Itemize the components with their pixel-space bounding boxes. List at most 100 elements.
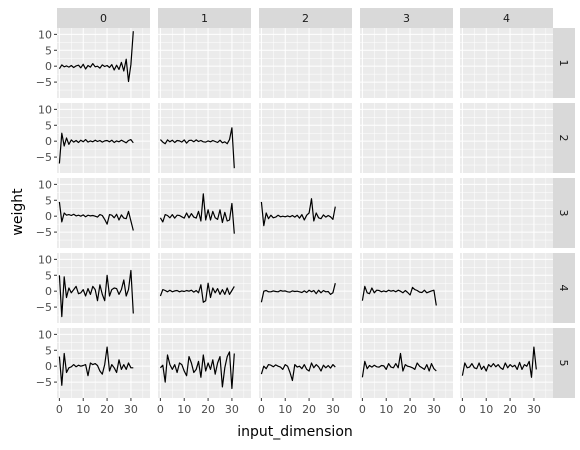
x-tick-label: 30	[326, 403, 340, 416]
col-strip-4	[460, 8, 553, 28]
panel-background	[158, 103, 251, 173]
panel-r3-c4	[460, 178, 553, 248]
y-tick-label: 10	[38, 28, 52, 41]
col-strip-0	[57, 8, 150, 28]
row-strip-3	[553, 178, 575, 248]
panel-background	[259, 328, 352, 398]
row-strip-4	[553, 253, 575, 323]
x-tick-label: 10	[479, 403, 493, 416]
panel-r2-c0	[57, 103, 150, 173]
panel-r5-c0	[57, 328, 150, 398]
col-strip-label: 2	[302, 12, 309, 25]
panel-r1-c0	[57, 28, 150, 98]
y-tick-label: −5	[36, 226, 52, 239]
panel-r4-c3	[360, 253, 453, 323]
panel-background	[57, 253, 150, 323]
y-tick-label: 0	[45, 360, 52, 373]
y-tick-label: 5	[45, 344, 52, 357]
x-axis-title: input_dimension	[237, 424, 353, 440]
panel-background	[360, 28, 453, 98]
x-tick-label: 0	[56, 403, 63, 416]
x-tick-label: 30	[225, 403, 239, 416]
x-tick-label: 0	[359, 403, 366, 416]
panel-background	[360, 328, 453, 398]
series-line-r5-c1	[159, 351, 235, 390]
col-strip-2	[259, 8, 352, 28]
series-line-r4-c1	[159, 282, 235, 303]
panel-background	[57, 328, 150, 398]
panel-background	[460, 253, 553, 323]
row-strip-label: 5	[557, 360, 570, 367]
y-axis-title: weight	[10, 188, 26, 236]
x-tick-label: 20	[503, 403, 517, 416]
row-strip-label: 1	[557, 60, 570, 67]
y-tick-label: 5	[45, 119, 52, 132]
panel-r5-c4	[460, 328, 553, 398]
panel-r2-c3	[360, 103, 453, 173]
col-strip-1	[158, 8, 251, 28]
panel-background	[460, 328, 553, 398]
panel-r2-c2	[259, 103, 352, 173]
x-tick-label: 0	[258, 403, 265, 416]
panel-background	[259, 253, 352, 323]
panel-r5-c3	[360, 328, 453, 398]
series-line-r3-c0	[58, 201, 134, 231]
y-tick-label: 5	[45, 44, 52, 57]
series-line-r5-c3	[361, 352, 437, 378]
y-tick-label: 0	[45, 60, 52, 73]
x-tick-label: 20	[201, 403, 215, 416]
y-tick-label: 10	[38, 253, 52, 266]
panel-background	[460, 103, 553, 173]
panel-background	[259, 103, 352, 173]
x-tick-label: 20	[302, 403, 316, 416]
panel-r3-c0	[57, 178, 150, 248]
panels-layer: 0 1 2 3 4 1 2 3 4 5	[57, 8, 575, 398]
series-line-r5-c2	[260, 362, 336, 382]
series-line-r1-c0	[58, 31, 134, 83]
panel-background	[57, 103, 150, 173]
x-tick-label: 0	[157, 403, 164, 416]
series-line-r4-c3	[361, 285, 437, 306]
x-axis-ticks: 0 10 20 30 0 10 20 30 0 10 20 30 0 10 20 30 0 10 20 30	[56, 398, 541, 416]
col-strip-3	[360, 8, 453, 28]
row-strip-2	[553, 103, 575, 173]
y-tick-label: −5	[36, 76, 52, 89]
panel-r2-c1	[158, 103, 251, 173]
col-strip-label: 1	[201, 12, 208, 25]
y-tick-label: 10	[38, 103, 52, 116]
series-line-r2-c0	[58, 132, 134, 164]
panel-background	[259, 178, 352, 248]
y-tick-label: 5	[45, 269, 52, 282]
panel-background	[360, 253, 453, 323]
panel-r5-c2	[259, 328, 352, 398]
panel-background	[57, 178, 150, 248]
panel-r1-c4	[460, 28, 553, 98]
x-tick-label: 10	[177, 403, 191, 416]
panel-r3-c2	[259, 178, 352, 248]
panel-background	[259, 28, 352, 98]
panel-r4-c2	[259, 253, 352, 323]
x-tick-label: 30	[124, 403, 138, 416]
panel-r1-c3	[360, 28, 453, 98]
panel-r1-c1	[158, 28, 251, 98]
x-tick-label: 0	[459, 403, 466, 416]
x-tick-label: 20	[403, 403, 417, 416]
y-axis-ticks: −5 0 5 10 −5 0 5 10 −5 0 5 10 −5 0 5 10 −5 0 5 10	[36, 28, 57, 389]
y-tick-label: −5	[36, 376, 52, 389]
panel-background	[460, 28, 553, 98]
series-line-r3-c1	[159, 193, 235, 234]
x-tick-label: 10	[76, 403, 90, 416]
series-line-r4-c0	[58, 269, 134, 318]
y-tick-label: 10	[38, 178, 52, 191]
row-strip-5	[553, 328, 575, 398]
panel-background	[158, 28, 251, 98]
series-line-r2-c1	[159, 127, 235, 169]
x-tick-label: 10	[379, 403, 393, 416]
series-line-r4-c2	[260, 283, 336, 303]
series-line-r5-c4	[461, 346, 537, 378]
y-tick-label: 0	[45, 135, 52, 148]
y-tick-label: −5	[36, 151, 52, 164]
series-line-r3-c2	[260, 198, 336, 227]
series-line-r5-c0	[58, 346, 134, 386]
